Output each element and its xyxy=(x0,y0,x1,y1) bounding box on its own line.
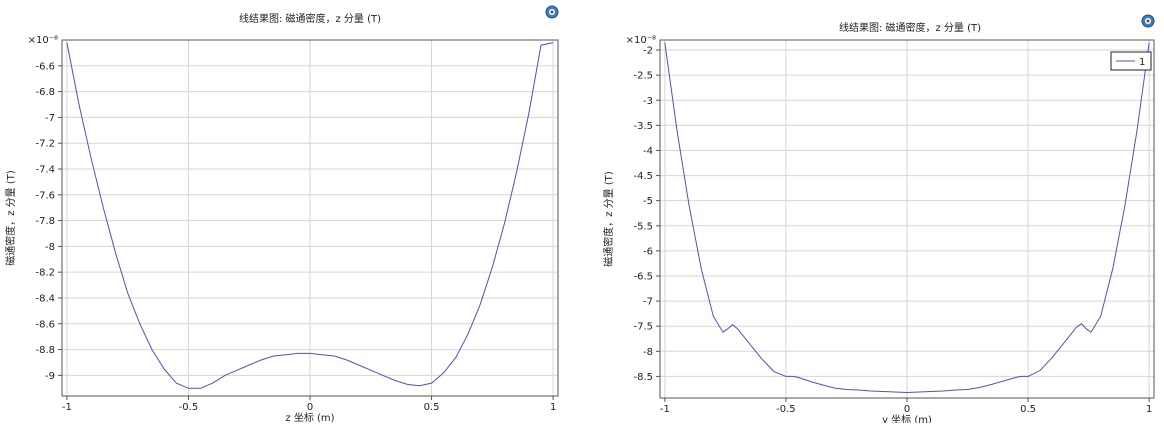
settings-icon[interactable] xyxy=(545,5,559,19)
x-tick-label: 0 xyxy=(904,404,910,415)
y-multiplier-label: ×10⁻⁸ xyxy=(626,35,656,46)
y-tick-label: -6.6 xyxy=(35,61,55,72)
chart-panel-left: 线结果图: 磁通密度，z 分量 (T) -1 -0.5 0 0.5 1 -6.6 -6.8 -7… xyxy=(0,0,570,424)
y-tick-label: -6 xyxy=(643,246,653,257)
y-tick-label: -9 xyxy=(45,371,55,382)
y-tick-label: -7 xyxy=(643,297,653,308)
settings-icon[interactable] xyxy=(1141,14,1155,28)
series-line xyxy=(664,42,1150,394)
y-tick-label: -7.6 xyxy=(35,190,55,201)
chart-title: 线结果图: 磁通密度，z 分量 (T) xyxy=(839,21,981,34)
y-tick-label: -5.5 xyxy=(633,221,653,232)
y-tick-label: -2.5 xyxy=(633,71,653,82)
y-tick-label: -7.2 xyxy=(35,139,55,150)
x-tick-label: -0.5 xyxy=(179,402,199,413)
plot-frame xyxy=(659,39,1155,399)
y-tick-label: -7.5 xyxy=(633,322,653,333)
y-tick-label: -3.5 xyxy=(633,121,653,132)
x-tick-label: -1 xyxy=(660,404,670,415)
y-tick-label: -3 xyxy=(643,96,653,107)
chart-title: 线结果图: 磁通密度，z 分量 (T) xyxy=(239,12,381,25)
y-tick-label: -8 xyxy=(643,347,653,358)
x-axis-title: z 坐标 (m) xyxy=(285,412,334,423)
chart-panel-right: 线结果图: 磁通密度，z 分量 (T) -1 -0.5 0 0.5 1 -2 -2.5 -3 -3… xyxy=(600,0,1164,426)
y-tick-label: -2 xyxy=(643,46,653,57)
x-axis-title: y 坐标 (m) xyxy=(882,414,932,423)
y-tick-label: -5 xyxy=(643,196,653,207)
x-tick-label: 0.5 xyxy=(1020,404,1036,415)
settings-icon-center xyxy=(1146,19,1150,23)
y-tick-label: -8.4 xyxy=(35,293,55,304)
y-tick-label: -8 xyxy=(45,242,55,253)
settings-icon-center xyxy=(550,10,554,14)
y-tick-label: -8.8 xyxy=(35,345,55,356)
y-tick-label: -8.6 xyxy=(35,319,55,330)
x-tick-label: -1 xyxy=(62,402,72,413)
x-tick-label: 1 xyxy=(550,402,556,413)
y-tick-label: -4 xyxy=(643,146,653,157)
legend: 1 xyxy=(1110,51,1152,71)
y-tick-label: -6.5 xyxy=(633,271,653,282)
plot-frame xyxy=(61,39,559,397)
series-line xyxy=(66,42,554,389)
x-tick-label: 0 xyxy=(307,402,313,413)
x-tick-label: 1 xyxy=(1146,404,1152,415)
y-tick-label: -7 xyxy=(45,113,55,124)
line-chart-right: 线结果图: 磁通密度，z 分量 (T) -1 -0.5 0 0.5 1 -2 -2.5 -3 -3… xyxy=(602,14,1155,426)
y-tick-label: -4.5 xyxy=(633,171,653,182)
y-tick-label: -8.2 xyxy=(35,268,55,279)
y-axis-title: 磁通密度，z 分量 (T) xyxy=(4,170,17,266)
y-tick-label: -8.5 xyxy=(633,372,653,383)
x-tick-label: -0.5 xyxy=(776,404,796,415)
legend-entry: 1 xyxy=(1139,57,1145,68)
line-chart-left: 线结果图: 磁通密度，z 分量 (T) -1 -0.5 0 0.5 1 -6.6 -6.8 -7… xyxy=(4,5,559,424)
x-tick-label: 0.5 xyxy=(424,402,440,413)
y-multiplier-label: ×10⁻⁸ xyxy=(28,35,58,46)
y-tick-label: -6.8 xyxy=(35,87,55,98)
y-axis-title: 磁通密度，z 分量 (T) xyxy=(602,171,615,267)
y-tick-label: -7.4 xyxy=(35,164,55,175)
y-tick-label: -7.8 xyxy=(35,216,55,227)
